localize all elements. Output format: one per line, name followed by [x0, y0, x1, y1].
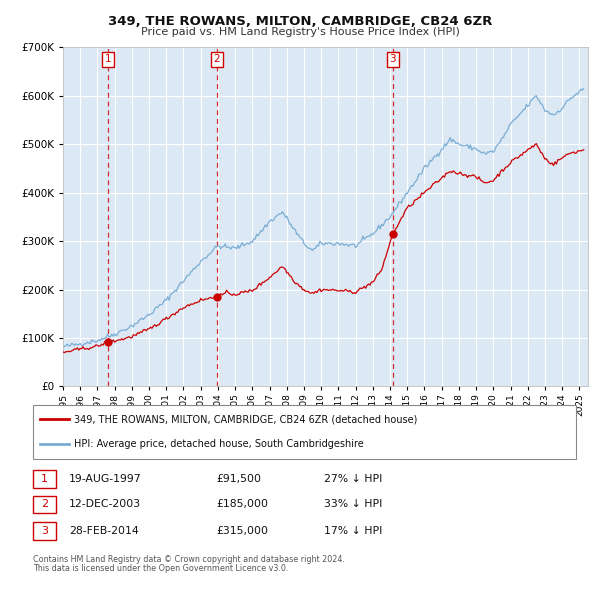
Text: £185,000: £185,000	[216, 500, 268, 509]
Text: This data is licensed under the Open Government Licence v3.0.: This data is licensed under the Open Gov…	[33, 564, 289, 573]
Text: 2: 2	[41, 500, 48, 509]
Text: 3: 3	[389, 54, 396, 64]
Text: 349, THE ROWANS, MILTON, CAMBRIDGE, CB24 6ZR: 349, THE ROWANS, MILTON, CAMBRIDGE, CB24…	[108, 15, 492, 28]
Text: 33% ↓ HPI: 33% ↓ HPI	[324, 500, 382, 509]
Text: 349, THE ROWANS, MILTON, CAMBRIDGE, CB24 6ZR (detached house): 349, THE ROWANS, MILTON, CAMBRIDGE, CB24…	[74, 414, 417, 424]
Text: 17% ↓ HPI: 17% ↓ HPI	[324, 526, 382, 536]
Text: 28-FEB-2014: 28-FEB-2014	[69, 526, 139, 536]
Text: £315,000: £315,000	[216, 526, 268, 536]
Text: Contains HM Land Registry data © Crown copyright and database right 2024.: Contains HM Land Registry data © Crown c…	[33, 555, 345, 564]
Text: 1: 1	[105, 54, 112, 64]
Text: 19-AUG-1997: 19-AUG-1997	[69, 474, 142, 484]
Text: 3: 3	[41, 526, 48, 536]
Text: £91,500: £91,500	[216, 474, 261, 484]
Text: 1: 1	[41, 474, 48, 484]
Text: 2: 2	[214, 54, 220, 64]
Text: HPI: Average price, detached house, South Cambridgeshire: HPI: Average price, detached house, Sout…	[74, 440, 364, 450]
Text: Price paid vs. HM Land Registry's House Price Index (HPI): Price paid vs. HM Land Registry's House …	[140, 27, 460, 37]
Text: 12-DEC-2003: 12-DEC-2003	[69, 500, 141, 509]
Text: 27% ↓ HPI: 27% ↓ HPI	[324, 474, 382, 484]
